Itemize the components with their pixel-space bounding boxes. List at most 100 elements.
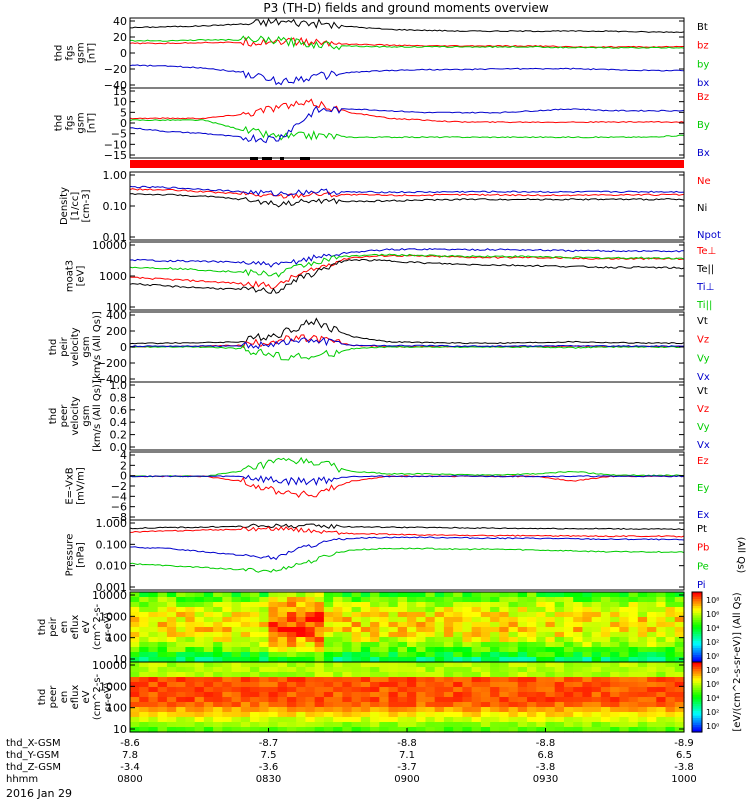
spectrogram-cell: [194, 717, 205, 723]
spectrogram-cell: [277, 717, 288, 723]
spectrogram-cell: [323, 627, 334, 633]
spectrogram-cell: [563, 702, 574, 708]
spectrogram-cell: [277, 597, 288, 603]
spectrogram-cell: [176, 697, 186, 703]
spectrogram-cell: [647, 707, 657, 713]
spectrogram-cell: [563, 662, 574, 668]
spectrogram-cell: [351, 607, 362, 613]
spectrogram-cell: [545, 647, 556, 653]
spectrogram-cell: [351, 727, 362, 733]
spectrogram-cell: [176, 612, 186, 618]
spectrogram-cell: [213, 672, 223, 678]
spectrogram-cell: [277, 687, 288, 693]
spectrogram-cell: [517, 652, 528, 658]
spectrogram-cell: [471, 592, 482, 598]
colorbar-cell: [692, 643, 702, 647]
spectrogram-cell: [333, 662, 343, 668]
spectrogram-cell: [203, 682, 214, 688]
spectrogram-cell: [628, 692, 639, 698]
spectrogram-cell: [259, 697, 270, 703]
spectrogram-cell: [360, 707, 371, 713]
spectrogram-cell: [656, 652, 667, 658]
spectrogram-cell: [425, 672, 436, 678]
spectrogram-cell: [674, 682, 685, 688]
ephemeris-value: -3.7: [397, 762, 417, 773]
spectrogram-cell: [203, 657, 214, 663]
spectrogram-cell: [351, 662, 362, 668]
spectrogram-cell: [610, 672, 620, 678]
spectrogram-cell: [379, 617, 390, 623]
spectrogram-cell: [397, 637, 408, 643]
spectrogram-cell: [554, 717, 565, 723]
spectrogram-cell: [268, 677, 279, 683]
ephemeris-value: -3.8: [536, 762, 556, 773]
spectrogram-cell: [480, 642, 491, 648]
axes-layer: [129, 17, 703, 733]
spectrogram-cell: [296, 642, 307, 648]
spectrogram-cell: [351, 592, 362, 598]
spectrogram-cell: [425, 627, 436, 633]
spectrogram-cell: [545, 642, 556, 648]
spectrogram-cell: [573, 597, 584, 603]
spectrogram-cell: [582, 692, 593, 698]
spectrogram-cell: [536, 662, 547, 668]
spectrogram-cell: [379, 722, 390, 728]
spectrogram-cell: [425, 612, 436, 618]
spectrogram-cell: [148, 632, 159, 638]
spectrogram-cell: [554, 692, 565, 698]
spectrogram-cell: [647, 692, 657, 698]
spectrogram-cell: [610, 612, 620, 618]
spectrogram-cell: [360, 717, 371, 723]
spectrogram-cell: [407, 672, 417, 678]
spectrogram-cell: [536, 682, 547, 688]
spectrogram-cell: [259, 707, 270, 713]
spectrogram-cell: [554, 657, 565, 663]
spectrogram-cell: [268, 672, 279, 678]
spectrogram-cell: [480, 672, 491, 678]
y-tick-label: 4: [120, 449, 127, 462]
y-axis-label-line: gsm: [76, 42, 87, 63]
spectrogram-cell: [610, 677, 620, 683]
spectrogram-cell: [259, 627, 270, 633]
y-axis-label-line: gsm: [76, 112, 87, 133]
spectrogram-cell: [139, 692, 150, 698]
spectrogram-cell: [296, 707, 307, 713]
spectrogram-cell: [240, 627, 251, 633]
spectrogram-cell: [323, 612, 334, 618]
spectrogram-cell: [499, 657, 510, 663]
spectrogram-cell: [637, 627, 648, 633]
spectrogram-cell: [203, 652, 214, 658]
spectrogram-cell: [277, 682, 288, 688]
spectrogram-cell: [379, 727, 390, 733]
spectrogram-cell: [286, 677, 297, 683]
spectrogram-cell: [573, 727, 584, 733]
spectrogram-cell: [619, 717, 630, 723]
spectrogram-cell: [185, 692, 196, 698]
spectrogram-cell: [185, 647, 196, 653]
spectrogram-cell: [462, 622, 473, 628]
spectrogram-cell: [360, 702, 371, 708]
spectrogram-cell: [296, 652, 307, 658]
spectrogram-cell: [397, 707, 408, 713]
spectrogram-cell: [296, 622, 307, 628]
spectrogram-cell: [277, 647, 288, 653]
spectrogram-cell: [240, 612, 251, 618]
y-axis-label-line: Density: [59, 187, 70, 225]
spectrogram-cell: [471, 707, 482, 713]
spectrogram-cell: [305, 722, 316, 728]
spectrogram-cell: [286, 687, 297, 693]
colorbar-cell: [692, 634, 702, 637]
spectrogram-cell: [619, 657, 630, 663]
spectrogram-cell: [563, 602, 574, 608]
spectrogram-cell: [582, 622, 593, 628]
spectrogram-cell: [213, 707, 223, 713]
spectrogram-cell: [370, 597, 380, 603]
spectrogram-cell: [379, 622, 390, 628]
spectrogram-cell: [379, 607, 390, 613]
spectrogram-cell: [425, 617, 436, 623]
ephemeris-row-label: hhmm: [6, 774, 38, 785]
spectrogram-cell: [296, 697, 307, 703]
spectrogram-cell: [176, 727, 186, 733]
spectrogram-cell: [185, 592, 196, 598]
colorbar-cell: [692, 657, 702, 661]
